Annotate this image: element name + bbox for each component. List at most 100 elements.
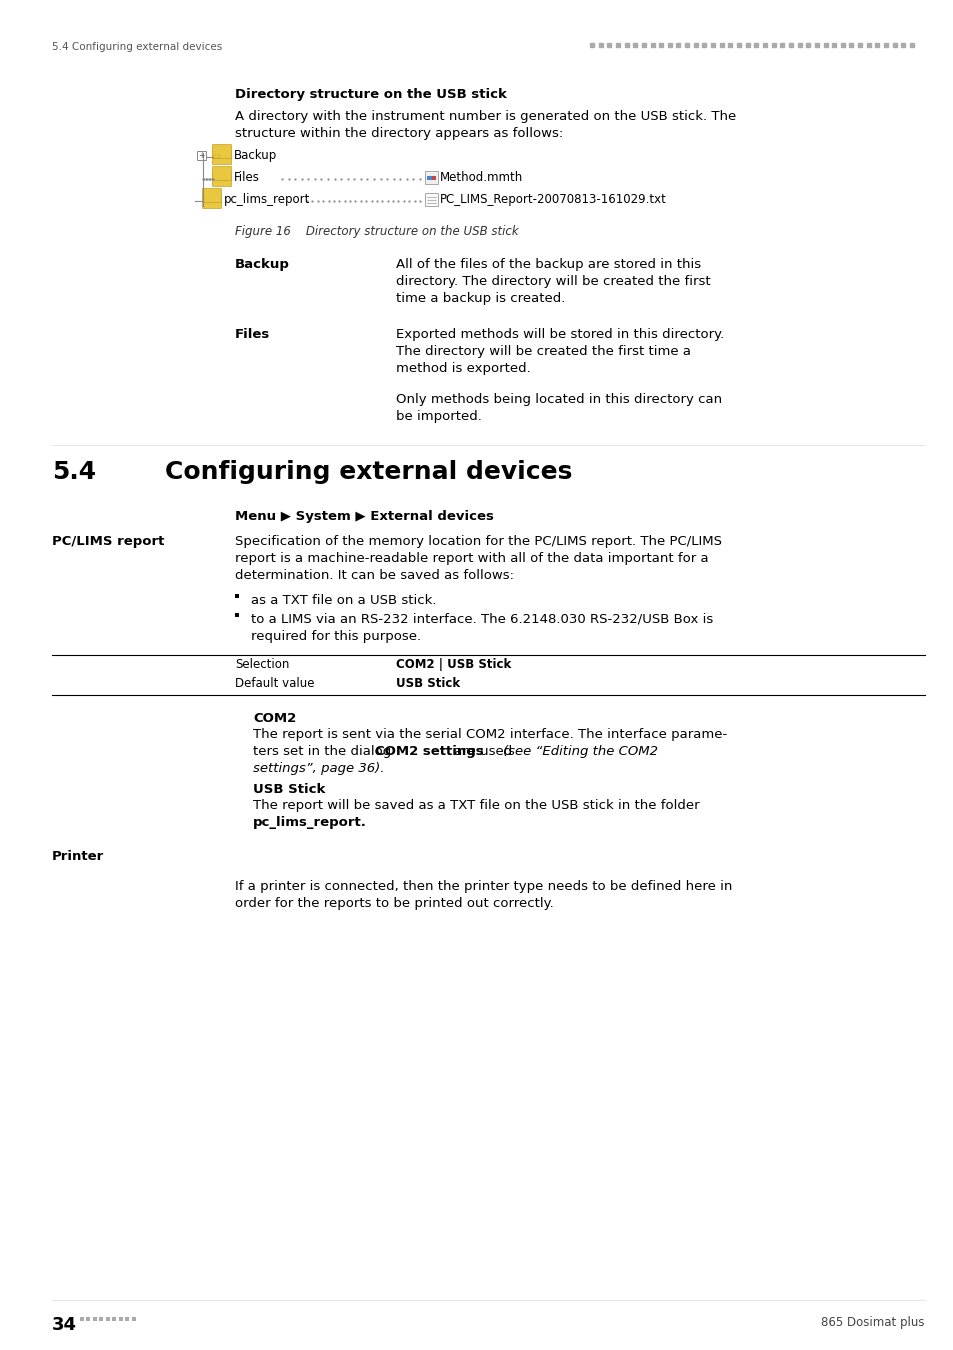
Text: to a LIMS via an RS-232 interface. The 6.2148.030 RS-232/USB Box is: to a LIMS via an RS-232 interface. The 6…	[251, 613, 713, 626]
Text: A directory with the instrument number is generated on the USB stick. The: A directory with the instrument number i…	[234, 109, 736, 123]
Text: are used: are used	[450, 745, 517, 757]
FancyBboxPatch shape	[213, 173, 232, 186]
Bar	[771, 43, 775, 47]
Bar	[901, 43, 904, 47]
FancyBboxPatch shape	[213, 166, 232, 181]
Bar	[701, 43, 705, 47]
Bar	[633, 43, 637, 47]
Text: pc_lims_report.: pc_lims_report.	[253, 815, 367, 829]
Bar	[112, 1318, 116, 1322]
Bar	[788, 43, 792, 47]
Text: PC/LIMS report: PC/LIMS report	[52, 535, 164, 548]
Text: The directory will be created the first time a: The directory will be created the first …	[395, 346, 690, 358]
Text: Method.mmth: Method.mmth	[439, 171, 522, 184]
Bar	[427, 176, 432, 180]
Bar	[892, 43, 896, 47]
Text: pc_lims_report: pc_lims_report	[224, 193, 310, 207]
Text: Selection: Selection	[234, 657, 289, 671]
Bar	[424, 193, 437, 207]
Text: COM2 settings: COM2 settings	[375, 745, 483, 757]
Text: ters set in the dialog: ters set in the dialog	[253, 745, 395, 757]
Text: Files: Files	[233, 171, 259, 184]
Text: Files: Files	[234, 328, 270, 342]
Text: 865 Dosimat plus: 865 Dosimat plus	[821, 1316, 924, 1328]
Bar	[805, 43, 809, 47]
FancyBboxPatch shape	[202, 189, 221, 202]
Bar	[126, 1318, 130, 1322]
Bar	[684, 43, 688, 47]
Text: USB Stick: USB Stick	[253, 783, 325, 796]
Bar	[710, 43, 715, 47]
Bar	[589, 43, 594, 47]
Bar	[92, 1318, 97, 1322]
Bar	[780, 43, 783, 47]
Text: +: +	[198, 151, 205, 161]
Bar	[866, 43, 870, 47]
Text: PC_LIMS_Report-20070813-161029.txt: PC_LIMS_Report-20070813-161029.txt	[439, 193, 666, 207]
Bar	[831, 43, 835, 47]
Text: If a printer is connected, then the printer type needs to be defined here in: If a printer is connected, then the prin…	[234, 880, 732, 892]
Bar	[641, 43, 645, 47]
Bar	[650, 43, 654, 47]
Bar	[719, 43, 723, 47]
Text: 5.4: 5.4	[52, 460, 96, 485]
Bar	[213, 155, 220, 158]
Bar	[616, 43, 619, 47]
Bar	[119, 1318, 123, 1322]
Text: time a backup is created.: time a backup is created.	[395, 292, 565, 305]
Text: Default value: Default value	[234, 676, 314, 690]
Text: USB Stick: USB Stick	[395, 676, 459, 690]
Bar	[106, 1318, 110, 1322]
Bar	[424, 171, 437, 184]
Bar	[822, 43, 826, 47]
Bar	[814, 43, 818, 47]
Bar	[797, 43, 801, 47]
Text: settings”, page 36).: settings”, page 36).	[253, 761, 384, 775]
FancyBboxPatch shape	[213, 150, 232, 165]
Bar	[80, 1318, 84, 1322]
Bar	[693, 43, 697, 47]
Bar	[659, 43, 662, 47]
Text: order for the reports to be printed out correctly.: order for the reports to be printed out …	[234, 896, 553, 910]
Text: The report will be saved as a TXT file on the USB stick in the folder: The report will be saved as a TXT file o…	[253, 799, 699, 811]
Text: Exported methods will be stored in this directory.: Exported methods will be stored in this …	[395, 328, 723, 342]
Text: (see “Editing the COM2: (see “Editing the COM2	[503, 745, 658, 757]
Bar	[87, 1318, 91, 1322]
Text: All of the files of the backup are stored in this: All of the files of the backup are store…	[395, 258, 700, 271]
Text: Specification of the memory location for the PC/LIMS report. The PC/LIMS: Specification of the memory location for…	[234, 535, 721, 548]
Bar	[624, 43, 628, 47]
Text: method is exported.: method is exported.	[395, 362, 530, 375]
Text: Printer: Printer	[52, 850, 104, 863]
Text: Configuring external devices: Configuring external devices	[165, 460, 572, 485]
Text: be imported.: be imported.	[395, 410, 481, 423]
Bar	[840, 43, 844, 47]
Bar	[676, 43, 679, 47]
Bar	[737, 43, 740, 47]
Text: as a TXT file on a USB stick.: as a TXT file on a USB stick.	[251, 594, 436, 608]
Bar	[857, 43, 862, 47]
Text: determination. It can be saved as follows:: determination. It can be saved as follow…	[234, 568, 514, 582]
Bar	[745, 43, 749, 47]
Bar	[607, 43, 611, 47]
Text: COM2 | USB Stick: COM2 | USB Stick	[395, 657, 511, 671]
Text: Directory structure on the USB stick: Directory structure on the USB stick	[234, 88, 506, 101]
Text: COM2: COM2	[253, 711, 296, 725]
Text: structure within the directory appears as follows:: structure within the directory appears a…	[234, 127, 562, 140]
Text: required for this purpose.: required for this purpose.	[251, 630, 420, 643]
Text: The report is sent via the serial COM2 interface. The interface parame-: The report is sent via the serial COM2 i…	[253, 728, 726, 741]
Text: 5.4 Configuring external devices: 5.4 Configuring external devices	[52, 42, 222, 53]
Text: Backup: Backup	[234, 258, 290, 271]
Bar	[598, 43, 602, 47]
Bar	[909, 43, 913, 47]
Bar	[875, 43, 879, 47]
Bar	[234, 613, 239, 617]
Text: 34: 34	[52, 1316, 77, 1334]
Bar	[727, 43, 732, 47]
FancyBboxPatch shape	[213, 144, 232, 158]
Bar	[132, 1318, 136, 1322]
Bar	[432, 176, 436, 180]
Bar	[754, 43, 758, 47]
Text: Backup: Backup	[233, 148, 277, 162]
Bar	[234, 594, 239, 598]
Text: report is a machine-readable report with all of the data important for a: report is a machine-readable report with…	[234, 552, 708, 566]
